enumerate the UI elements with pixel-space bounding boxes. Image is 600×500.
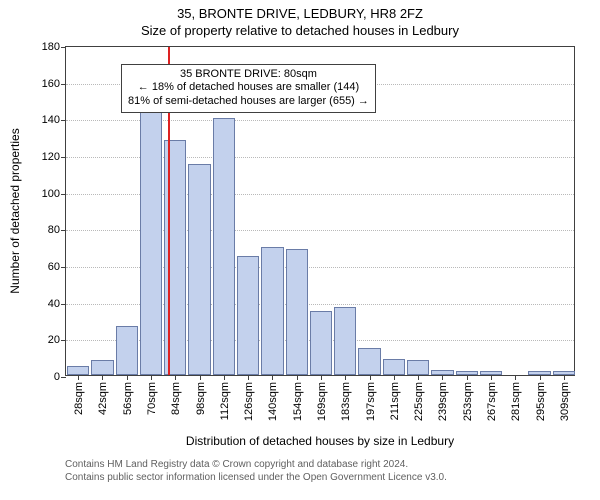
xtick-label: 253sqm bbox=[460, 382, 474, 421]
histogram-bar bbox=[67, 366, 89, 375]
xtick-mark bbox=[200, 375, 201, 380]
xtick-mark bbox=[370, 375, 371, 380]
chart-plot-area: 02040608010012014016018028sqm42sqm56sqm7… bbox=[65, 46, 575, 376]
xtick-mark bbox=[491, 375, 492, 380]
y-axis-label: Number of detached properties bbox=[8, 128, 22, 293]
histogram-bar bbox=[286, 249, 308, 376]
ytick-label: 0 bbox=[54, 371, 66, 383]
xtick-label: 281sqm bbox=[508, 382, 522, 421]
xtick-label: 295sqm bbox=[533, 382, 547, 421]
chart-title-line2: Size of property relative to detached ho… bbox=[0, 23, 600, 38]
xtick-label: 70sqm bbox=[144, 382, 158, 415]
xtick-label: 267sqm bbox=[484, 382, 498, 421]
xtick-mark bbox=[78, 375, 79, 380]
xtick-mark bbox=[515, 375, 516, 380]
histogram-bar bbox=[310, 311, 332, 375]
ytick-label: 60 bbox=[48, 261, 66, 273]
histogram-bar bbox=[213, 118, 235, 375]
histogram-bar bbox=[140, 104, 162, 375]
xtick-label: 126sqm bbox=[241, 382, 255, 421]
xtick-mark bbox=[345, 375, 346, 380]
histogram-bar bbox=[383, 359, 405, 376]
footer-line2: Contains public sector information licen… bbox=[65, 471, 447, 484]
xtick-label: 197sqm bbox=[363, 382, 377, 421]
x-axis-label: Distribution of detached houses by size … bbox=[65, 434, 575, 448]
histogram-bar bbox=[188, 164, 210, 375]
footer-attribution: Contains HM Land Registry data © Crown c… bbox=[65, 458, 447, 484]
xtick-label: 98sqm bbox=[193, 382, 207, 415]
xtick-mark bbox=[248, 375, 249, 380]
ytick-label: 160 bbox=[42, 78, 66, 90]
histogram-bar bbox=[91, 360, 113, 375]
xtick-label: 169sqm bbox=[314, 382, 328, 421]
histogram-bar bbox=[237, 256, 259, 375]
histogram-bar bbox=[261, 247, 283, 375]
ytick-label: 140 bbox=[42, 114, 66, 126]
xtick-label: 211sqm bbox=[387, 382, 401, 420]
xtick-label: 239sqm bbox=[435, 382, 449, 421]
xtick-label: 28sqm bbox=[71, 382, 85, 415]
xtick-mark bbox=[418, 375, 419, 380]
xtick-label: 140sqm bbox=[265, 382, 279, 421]
xtick-mark bbox=[394, 375, 395, 380]
xtick-mark bbox=[540, 375, 541, 380]
xtick-mark bbox=[321, 375, 322, 380]
histogram-bar bbox=[407, 360, 429, 375]
footer-line1: Contains HM Land Registry data © Crown c… bbox=[65, 458, 447, 471]
xtick-mark bbox=[467, 375, 468, 380]
xtick-label: 154sqm bbox=[290, 382, 304, 421]
ytick-label: 180 bbox=[42, 41, 66, 53]
annotation-line2: ← 18% of detached houses are smaller (14… bbox=[128, 81, 369, 95]
xtick-mark bbox=[127, 375, 128, 380]
ytick-label: 20 bbox=[48, 334, 66, 346]
xtick-label: 225sqm bbox=[411, 382, 425, 421]
ytick-label: 100 bbox=[42, 188, 66, 200]
xtick-mark bbox=[151, 375, 152, 380]
xtick-mark bbox=[442, 375, 443, 380]
annotation-box: 35 BRONTE DRIVE: 80sqm← 18% of detached … bbox=[121, 64, 376, 113]
ytick-label: 80 bbox=[48, 224, 66, 236]
xtick-label: 42sqm bbox=[95, 382, 109, 415]
xtick-label: 84sqm bbox=[168, 382, 182, 415]
xtick-mark bbox=[564, 375, 565, 380]
histogram-bar bbox=[116, 326, 138, 376]
xtick-mark bbox=[102, 375, 103, 380]
xtick-mark bbox=[175, 375, 176, 380]
ytick-label: 40 bbox=[48, 298, 66, 310]
histogram-bar bbox=[334, 307, 356, 375]
xtick-mark bbox=[272, 375, 273, 380]
xtick-mark bbox=[224, 375, 225, 380]
xtick-label: 183sqm bbox=[338, 382, 352, 421]
ytick-label: 120 bbox=[42, 151, 66, 163]
xtick-label: 309sqm bbox=[557, 382, 571, 421]
histogram-bar bbox=[358, 348, 380, 376]
annotation-line1: 35 BRONTE DRIVE: 80sqm bbox=[128, 68, 369, 82]
xtick-mark bbox=[297, 375, 298, 380]
chart-title-line1: 35, BRONTE DRIVE, LEDBURY, HR8 2FZ bbox=[0, 6, 600, 21]
xtick-label: 112sqm bbox=[217, 382, 231, 420]
annotation-line3: 81% of semi-detached houses are larger (… bbox=[128, 95, 369, 109]
xtick-label: 56sqm bbox=[120, 382, 134, 415]
